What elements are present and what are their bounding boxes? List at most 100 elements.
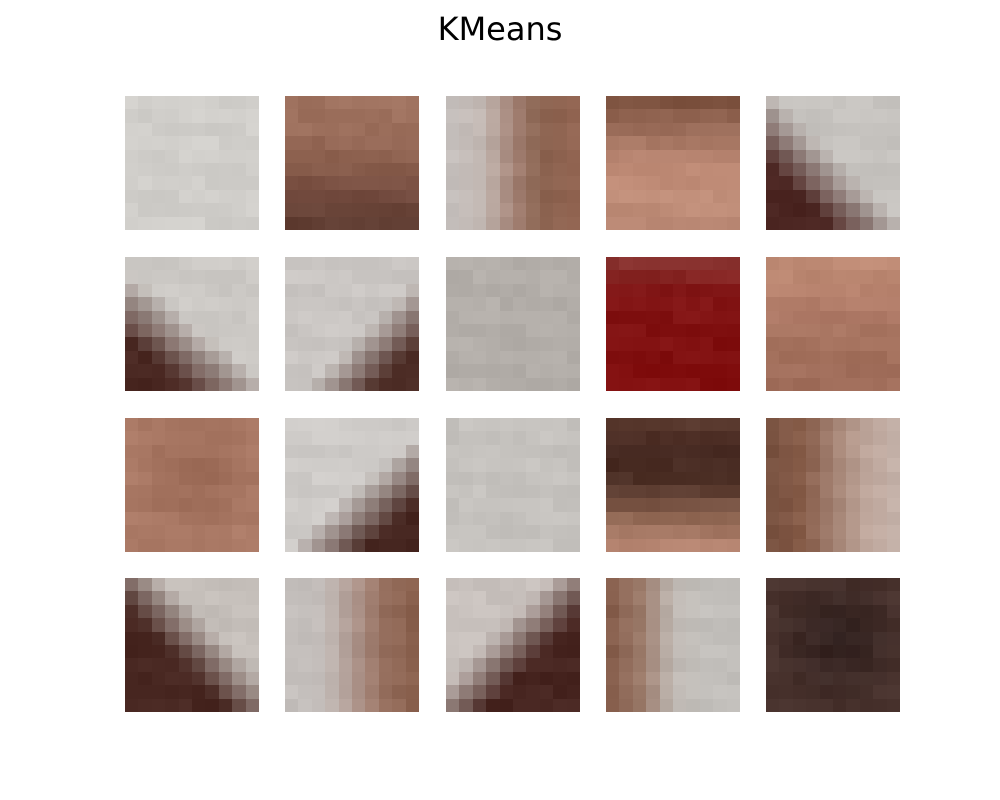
patch-pixel — [512, 671, 527, 686]
patch-pixel — [886, 525, 900, 539]
patch-pixel — [191, 350, 206, 365]
patch-pixel — [539, 618, 554, 632]
patch-pixel — [472, 538, 487, 552]
patch-pixel — [659, 162, 673, 177]
patch-pixel — [619, 270, 633, 284]
patch-pixel — [713, 698, 727, 712]
patch-pixel — [298, 283, 312, 298]
patch-pixel — [832, 671, 847, 686]
patch-pixel — [499, 270, 513, 284]
patch-pixel — [178, 270, 192, 284]
patch-pixel — [178, 658, 192, 672]
patch-pixel — [686, 471, 700, 485]
cluster-center-patch — [766, 96, 900, 230]
patch-pixel — [486, 297, 500, 311]
patch-pixel — [486, 364, 500, 378]
patch-pixel — [832, 216, 847, 230]
patch-pixel — [726, 283, 740, 298]
patch-pixel — [766, 618, 780, 632]
patch-pixel — [218, 671, 233, 686]
patch-pixel — [619, 671, 633, 686]
patch-pixel — [311, 631, 326, 645]
patch-pixel — [325, 631, 339, 645]
patch-pixel — [165, 471, 179, 485]
patch-pixel — [512, 203, 527, 217]
patch-pixel — [566, 591, 580, 605]
patch-pixel — [178, 297, 192, 311]
patch-pixel — [632, 323, 647, 338]
patch-pixel — [472, 658, 487, 672]
patch-pixel — [285, 444, 299, 459]
patch-pixel — [138, 591, 152, 605]
patch-pixel — [819, 604, 833, 619]
patch-pixel — [553, 216, 567, 230]
patch-pixel — [245, 149, 259, 163]
patch-pixel — [138, 644, 152, 659]
patch-pixel — [351, 122, 366, 137]
patch-pixel — [646, 471, 660, 485]
patch-pixel — [392, 578, 406, 592]
patch-pixel — [351, 484, 366, 499]
patch-pixel — [779, 604, 793, 619]
patch-pixel — [298, 578, 312, 592]
patch-pixel — [539, 96, 554, 110]
patch-pixel — [446, 671, 460, 686]
patch-pixel — [766, 189, 780, 204]
patch-pixel — [846, 337, 860, 351]
patch-pixel — [459, 283, 473, 298]
patch-pixel — [365, 297, 379, 311]
patch-pixel — [779, 618, 793, 632]
patch-pixel — [832, 618, 847, 632]
patch-pixel — [539, 458, 554, 472]
patch-pixel — [686, 484, 700, 499]
patch-pixel — [566, 644, 580, 659]
patch-pixel — [659, 418, 673, 432]
patch-pixel — [779, 323, 793, 338]
patch-pixel — [659, 176, 673, 190]
patch-pixel — [766, 578, 780, 592]
patch-pixel — [512, 297, 527, 311]
patch-pixel — [873, 538, 887, 552]
patch-pixel — [659, 149, 673, 163]
patch-pixel — [806, 431, 820, 445]
cluster-center-patch — [606, 578, 740, 712]
patch-pixel — [365, 96, 379, 110]
patch-pixel — [699, 631, 714, 645]
patch-pixel — [819, 176, 833, 190]
patch-pixel — [338, 685, 352, 699]
patch-pixel — [566, 698, 580, 712]
patch-pixel — [486, 270, 500, 284]
patch-pixel — [285, 96, 299, 110]
patch-pixel — [713, 136, 727, 150]
patch-pixel — [672, 538, 687, 552]
patch-pixel — [205, 698, 219, 712]
patch-pixel — [619, 364, 633, 378]
patch-pixel — [686, 658, 700, 672]
patch-pixel — [405, 498, 419, 512]
patch-pixel — [806, 618, 820, 632]
patch-pixel — [859, 310, 874, 324]
patch-pixel — [553, 578, 567, 592]
patch-pixel — [873, 458, 887, 472]
patch-pixel — [619, 162, 633, 177]
patch-pixel — [125, 511, 139, 526]
patch-pixel — [859, 176, 874, 190]
patch-pixel — [873, 685, 887, 699]
patch-pixel — [766, 444, 780, 459]
patch-pixel — [218, 444, 233, 459]
patch-pixel — [686, 498, 700, 512]
patch-pixel — [672, 109, 687, 123]
patch-pixel — [846, 96, 860, 110]
patch-pixel — [792, 458, 807, 472]
patch-pixel — [138, 96, 152, 110]
patch-pixel — [125, 578, 139, 592]
patch-pixel — [125, 257, 139, 271]
patch-pixel — [526, 149, 540, 163]
patch-pixel — [245, 337, 259, 351]
patch-pixel — [191, 658, 206, 672]
patch-pixel — [659, 310, 673, 324]
patch-pixel — [245, 538, 259, 552]
patch-pixel — [232, 216, 246, 230]
patch-pixel — [191, 671, 206, 686]
patch-pixel — [191, 216, 206, 230]
